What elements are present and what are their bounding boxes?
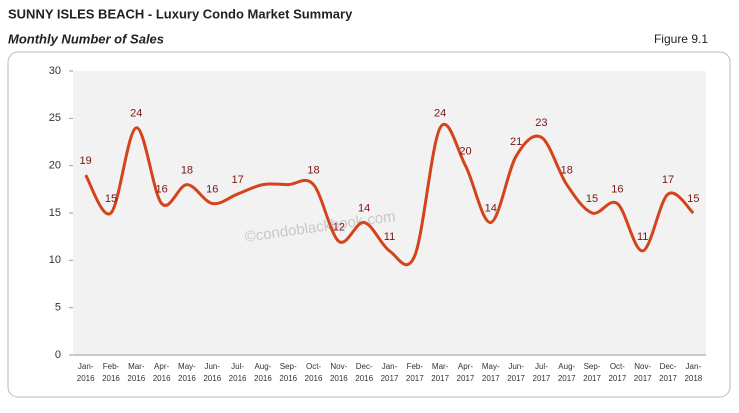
data-label: 20 — [459, 146, 471, 158]
x-tick-label: Dec-2017 — [659, 362, 677, 383]
plot-area — [73, 71, 706, 355]
x-tick-label: Aug-2016 — [254, 362, 272, 383]
y-tick-label: 20 — [49, 160, 61, 172]
x-tick-label: Feb-2016 — [102, 362, 120, 383]
y-tick-label: 0 — [55, 349, 61, 361]
data-label: 11 — [384, 231, 395, 243]
x-tick-label: Apr-2017 — [457, 362, 475, 383]
data-label: 18 — [561, 165, 573, 177]
data-label: 18 — [181, 165, 193, 177]
y-tick-label: 30 — [49, 65, 61, 77]
x-tick-label: Jan-2018 — [684, 362, 702, 383]
data-label: 14 — [358, 202, 370, 214]
data-label: 19 — [80, 155, 92, 167]
data-label: 11 — [637, 231, 648, 243]
x-tick-label: Feb-2017 — [406, 362, 424, 383]
x-tick-label: Aug-2017 — [558, 362, 576, 383]
data-label: 12 — [333, 221, 345, 233]
x-tick-label: May-2016 — [178, 362, 196, 383]
x-tick-label: Apr-2016 — [153, 362, 171, 383]
x-tick-label: Dec-2016 — [355, 362, 373, 383]
x-tick-label: Jan-2017 — [381, 362, 399, 383]
data-label: 23 — [535, 117, 547, 129]
data-label: 14 — [485, 202, 497, 214]
x-tick-label: Oct-2017 — [608, 362, 626, 383]
series-line — [84, 123, 695, 267]
data-label: 24 — [130, 108, 142, 120]
x-tick-label: Mar-2016 — [127, 362, 145, 383]
data-label: 18 — [307, 165, 319, 177]
x-tick-label: Oct-2016 — [305, 362, 323, 383]
data-label: 16 — [206, 183, 218, 195]
x-tick-label: Jan-2016 — [77, 362, 95, 383]
x-tick-label: Nov-2017 — [634, 362, 652, 383]
data-label: 17 — [662, 174, 674, 186]
data-label: 15 — [586, 193, 598, 205]
y-tick-label: 5 — [55, 302, 61, 314]
data-label: 15 — [687, 193, 699, 205]
data-label: 16 — [155, 183, 167, 195]
x-tick-label: Sep-2017 — [583, 362, 601, 383]
x-tick-label: May-2017 — [482, 362, 500, 383]
title: SUNNY ISLES BEACH - Luxury Condo Market … — [8, 6, 353, 21]
x-tick-label: Sep-2016 — [279, 362, 297, 383]
x-tick-label: Jun-2016 — [203, 362, 221, 383]
x-tick-label: Jul-2016 — [229, 362, 247, 383]
y-tick-label: 25 — [49, 112, 61, 124]
x-tick-label: Jun-2017 — [507, 362, 525, 383]
data-label: 15 — [105, 193, 117, 205]
data-label: 21 — [510, 136, 522, 148]
data-label: 17 — [231, 174, 243, 186]
subtitle: Monthly Number of Sales — [8, 31, 164, 46]
data-label: 16 — [611, 183, 623, 195]
figure-label: Figure 9.1 — [654, 32, 708, 46]
x-tick-label: Mar-2017 — [431, 362, 449, 383]
data-label: 24 — [434, 108, 446, 120]
x-tick-label: Jul-2017 — [533, 362, 551, 383]
x-tick-label: Nov-2016 — [330, 362, 348, 383]
y-tick-label: 10 — [49, 254, 61, 266]
y-tick-label: 15 — [49, 207, 61, 219]
